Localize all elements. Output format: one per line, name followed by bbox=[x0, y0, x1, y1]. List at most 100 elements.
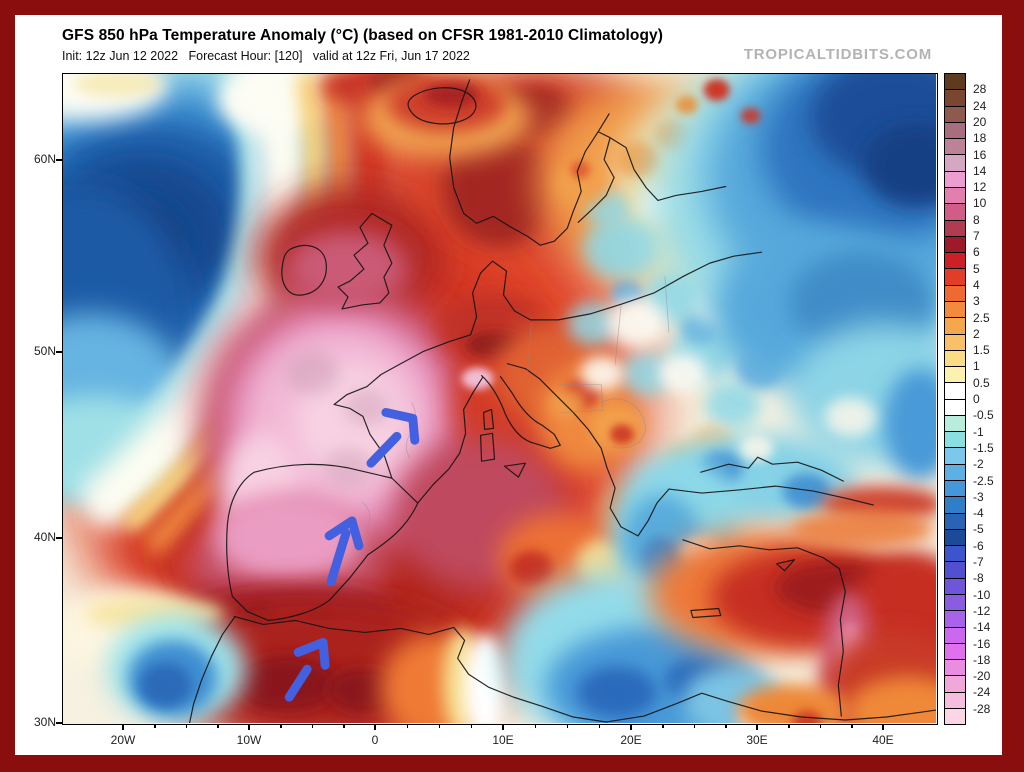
anomaly-blob bbox=[72, 74, 163, 97]
anomaly-blob bbox=[607, 297, 667, 348]
x-axis-tick bbox=[248, 724, 250, 730]
anomaly-blob bbox=[675, 95, 698, 114]
x-axis-minor-tick bbox=[566, 724, 568, 728]
colorbar-cell bbox=[945, 106, 965, 123]
colorbar-label: 1.5 bbox=[973, 343, 990, 358]
anomaly-blob bbox=[461, 367, 494, 390]
anomaly-blob bbox=[583, 216, 659, 281]
site-watermark: TROPICALTIDBITS.COM bbox=[743, 46, 932, 63]
colorbar-label: -10 bbox=[973, 587, 991, 602]
flow-arrow-shaft bbox=[366, 431, 402, 468]
flow-arrows bbox=[284, 407, 420, 702]
x-axis-minor-tick bbox=[185, 724, 187, 728]
x-axis-label: 10E bbox=[492, 733, 514, 747]
colorbar-cell bbox=[945, 497, 965, 514]
coastlines bbox=[188, 79, 936, 723]
colorbar-cell bbox=[945, 220, 965, 237]
x-axis-label: 10W bbox=[236, 733, 262, 747]
colorbar-label: -16 bbox=[973, 636, 991, 651]
colorbar-label: 10 bbox=[973, 196, 987, 211]
coastline-france-northsea-baltic bbox=[333, 251, 763, 479]
x-axis-minor-tick bbox=[534, 724, 536, 728]
colorbar-label: 6 bbox=[973, 245, 980, 260]
colorbar-cell bbox=[945, 187, 965, 205]
anomaly-blob bbox=[577, 666, 657, 719]
colorbar-label: 2.5 bbox=[973, 310, 990, 325]
colorbar-label: 7 bbox=[973, 229, 980, 243]
colorbar-label: 5 bbox=[973, 261, 980, 276]
colorbar-cell bbox=[945, 660, 965, 677]
anomaly-blob bbox=[782, 473, 831, 509]
colorbar-cell bbox=[945, 481, 965, 498]
colorbar-cell bbox=[945, 122, 965, 140]
x-axis-tick bbox=[122, 724, 124, 730]
anomaly-blob bbox=[567, 301, 620, 346]
colorbar-label: 2 bbox=[973, 326, 980, 341]
anomaly-blob bbox=[740, 107, 761, 124]
x-axis-tick bbox=[756, 724, 758, 730]
anomaly-field-blobs bbox=[63, 74, 936, 723]
colorbar-label: 3 bbox=[973, 294, 980, 309]
anomaly-blob bbox=[212, 491, 364, 583]
country-borders bbox=[361, 276, 670, 527]
colorbar-label: 8 bbox=[973, 212, 980, 227]
y-axis-tick bbox=[56, 537, 62, 539]
x-axis-label: 40E bbox=[872, 733, 894, 747]
colorbar-label: -20 bbox=[973, 669, 991, 684]
colorbar-label: -2 bbox=[973, 457, 984, 472]
x-axis-minor-tick bbox=[725, 724, 727, 728]
anomaly-blob bbox=[658, 353, 707, 394]
colorbar-label: -1.5 bbox=[973, 440, 994, 455]
colorbar-label: -18 bbox=[973, 652, 991, 667]
anomaly-blob bbox=[739, 435, 774, 462]
x-axis-label: 0 bbox=[371, 733, 379, 747]
colorbar-cell bbox=[945, 74, 965, 91]
x-axis-minor-tick bbox=[693, 724, 695, 728]
colorbar-label: -2.5 bbox=[973, 473, 994, 488]
anomaly-blob bbox=[864, 123, 936, 208]
colorbar-label: 4 bbox=[973, 277, 980, 292]
y-axis-label: 40N bbox=[33, 530, 56, 544]
colorbar-label: -24 bbox=[973, 685, 991, 700]
coastline-scandinavia bbox=[449, 79, 727, 246]
flow-arrow-head bbox=[381, 407, 420, 445]
colorbar-cell bbox=[945, 301, 965, 319]
colorbar-label: 24 bbox=[973, 98, 987, 113]
x-axis-minor-tick bbox=[406, 724, 408, 728]
anomaly-blob bbox=[580, 355, 625, 392]
x-axis-tick bbox=[502, 724, 504, 730]
colorbar-cell bbox=[945, 253, 965, 270]
y-axis-label: 30N bbox=[33, 715, 56, 729]
x-axis-minor-tick bbox=[851, 724, 853, 728]
colorbar-label: 12 bbox=[973, 180, 987, 195]
colorbar-cell bbox=[945, 595, 965, 612]
anomaly-blob bbox=[423, 82, 480, 107]
colorbar-cell bbox=[945, 692, 965, 709]
colorbar-cell bbox=[945, 627, 965, 644]
coastline-iberia bbox=[226, 463, 419, 622]
colorbar-cell bbox=[945, 513, 965, 530]
colorbar-label: 0.5 bbox=[973, 375, 990, 390]
colorbar-cell bbox=[945, 90, 965, 107]
x-axis-label: 20E bbox=[620, 733, 642, 747]
anomaly-blob bbox=[509, 550, 554, 587]
x-axis-minor-tick bbox=[343, 724, 345, 728]
anomaly-blob bbox=[610, 424, 635, 445]
x-axis-minor-tick bbox=[788, 724, 790, 728]
colorbar-label: -14 bbox=[973, 620, 991, 635]
y-axis-tick bbox=[56, 159, 62, 161]
colorbar-label: -5 bbox=[973, 522, 984, 537]
x-axis-minor-tick bbox=[662, 724, 664, 728]
anomaly-band bbox=[74, 74, 266, 494]
anomaly-blob bbox=[570, 160, 591, 179]
coastline-britain-ireland-iceland bbox=[281, 87, 477, 310]
colorbar-label: 1 bbox=[973, 359, 980, 374]
flow-arrow-shaft bbox=[326, 528, 351, 587]
coastline-africa bbox=[188, 615, 936, 723]
anomaly-blob bbox=[463, 633, 508, 723]
flow-arrow-head bbox=[293, 637, 330, 670]
y-axis-label: 50N bbox=[33, 344, 56, 358]
anomaly-blob bbox=[824, 397, 877, 438]
colorbar-label: -7 bbox=[973, 555, 984, 569]
